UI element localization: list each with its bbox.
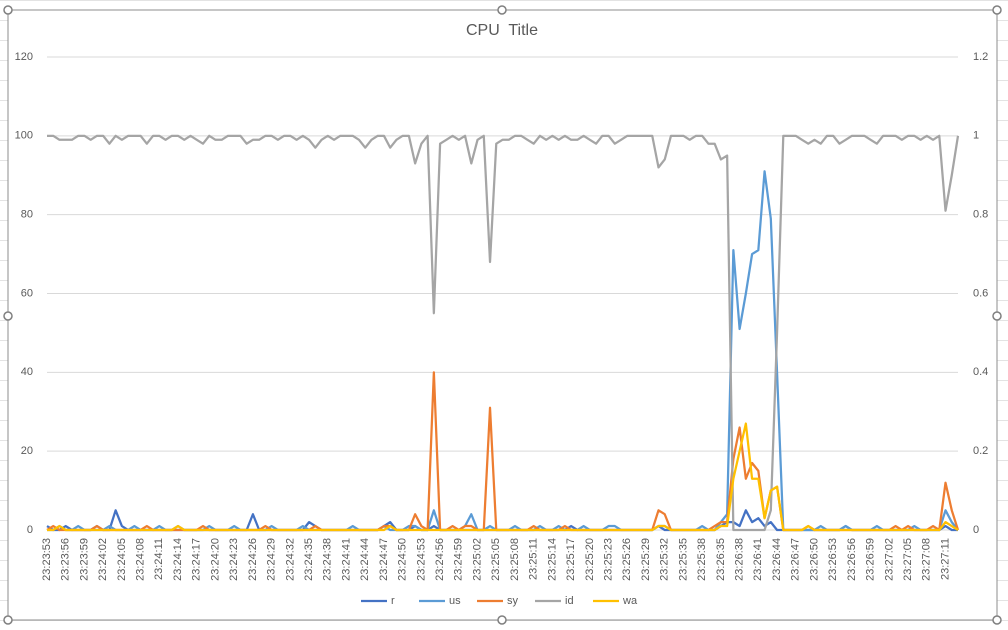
handle[interactable] <box>992 5 1002 15</box>
y-tick-label: 80 <box>21 209 33 221</box>
x-tick-label: 23:25:32 <box>659 538 671 581</box>
x-tick-label: 23:24:17 <box>191 538 203 581</box>
legend-label: id <box>565 595 574 607</box>
handle[interactable] <box>992 615 1002 625</box>
x-tick-label: 23:25:23 <box>602 538 614 581</box>
x-tick-label: 23:24:20 <box>209 538 221 581</box>
x-tick-label: 23:25:26 <box>621 538 633 581</box>
x-tick-label: 23:26:56 <box>846 538 858 581</box>
x-tick-label: 23:25:17 <box>565 538 577 581</box>
x-tick-label: 23:27:02 <box>883 538 895 581</box>
y2-tick-label: 0 <box>973 524 979 536</box>
x-tick-label: 23:24:11 <box>153 538 165 580</box>
x-tick-label: 23:23:53 <box>41 538 53 581</box>
handle[interactable] <box>3 615 13 625</box>
x-tick-label: 23:24:29 <box>266 538 278 581</box>
legend-label: r <box>391 595 395 607</box>
y-tick-label: 20 <box>21 445 33 457</box>
y2-tick-label: 1 <box>973 130 979 142</box>
x-tick-label: 23:24:35 <box>303 538 315 581</box>
y2-tick-label: 1.2 <box>973 51 988 63</box>
x-tick-label: 23:25:38 <box>696 538 708 581</box>
x-tick-label: 23:27:08 <box>921 538 933 581</box>
x-tick-label: 23:24:41 <box>340 538 352 581</box>
legend-label: sy <box>507 595 519 607</box>
series-line <box>47 422 959 532</box>
x-tick-label: 23:25:14 <box>546 538 558 581</box>
x-tick-label: 23:27:05 <box>902 538 914 581</box>
x-tick-label: 23:24:02 <box>97 538 109 581</box>
x-tick-label: 23:24:26 <box>247 538 259 581</box>
x-tick-label: 23:24:05 <box>116 538 128 581</box>
x-tick-label: 23:26:47 <box>790 538 802 581</box>
x-tick-label: 23:26:50 <box>808 538 820 581</box>
x-tick-label: 23:24:56 <box>434 538 446 581</box>
y2-tick-label: 0.6 <box>973 287 988 299</box>
x-tick-label: 23:26:53 <box>827 538 839 581</box>
legend-label: wa <box>622 595 638 607</box>
x-tick-label: 23:24:23 <box>228 538 240 581</box>
x-tick-label: 23:25:35 <box>677 538 689 581</box>
y-tick-label: 0 <box>27 524 33 536</box>
x-tick-label: 23:26:41 <box>752 538 764 581</box>
x-tick-label: 23:26:35 <box>715 538 727 581</box>
x-tick-label: 23:25:20 <box>584 538 596 581</box>
legend-label: us <box>449 595 461 607</box>
chart-area[interactable] <box>7 9 998 621</box>
x-tick-label: 23:23:56 <box>60 538 72 581</box>
handle[interactable] <box>497 5 507 15</box>
x-tick-label: 23:25:08 <box>509 538 521 581</box>
x-tick-label: 23:24:47 <box>378 538 390 581</box>
x-tick-label: 23:24:38 <box>322 538 334 581</box>
x-tick-label: 23:27:11 <box>939 538 951 580</box>
y2-tick-label: 0.8 <box>973 209 988 221</box>
y-tick-label: 100 <box>15 130 33 142</box>
x-tick-label: 23:25:02 <box>471 538 483 581</box>
series-line <box>47 134 960 532</box>
handle[interactable] <box>992 311 1002 321</box>
y-tick-label: 60 <box>21 287 33 299</box>
x-tick-label: 23:26:44 <box>771 538 783 581</box>
x-tick-label: 23:24:32 <box>284 538 296 581</box>
handle[interactable] <box>3 5 13 15</box>
y-tick-label: 120 <box>15 51 33 63</box>
x-tick-label: 23:26:38 <box>734 538 746 581</box>
x-tick-label: 23:24:44 <box>359 538 371 581</box>
x-tick-label: 23:24:08 <box>135 538 147 581</box>
y2-tick-label: 0.2 <box>973 445 988 457</box>
y2-tick-label: 0.4 <box>973 366 988 378</box>
x-tick-label: 23:25:05 <box>490 538 502 581</box>
x-tick-label: 23:24:14 <box>172 538 184 581</box>
y-tick-label: 40 <box>21 366 33 378</box>
x-tick-label: 23:25:29 <box>640 538 652 581</box>
handle[interactable] <box>3 311 13 321</box>
chart-title: CPU Title <box>466 22 538 39</box>
x-tick-label: 23:24:59 <box>453 538 465 581</box>
x-tick-label: 23:23:59 <box>78 538 90 581</box>
resize-handles <box>3 5 1002 625</box>
x-tick-label: 23:26:59 <box>865 538 877 581</box>
x-tick-label: 23:24:50 <box>397 538 409 581</box>
x-tick-label: 23:25:11 <box>528 538 540 580</box>
handle[interactable] <box>497 615 507 625</box>
x-tick-label: 23:24:53 <box>415 538 427 581</box>
